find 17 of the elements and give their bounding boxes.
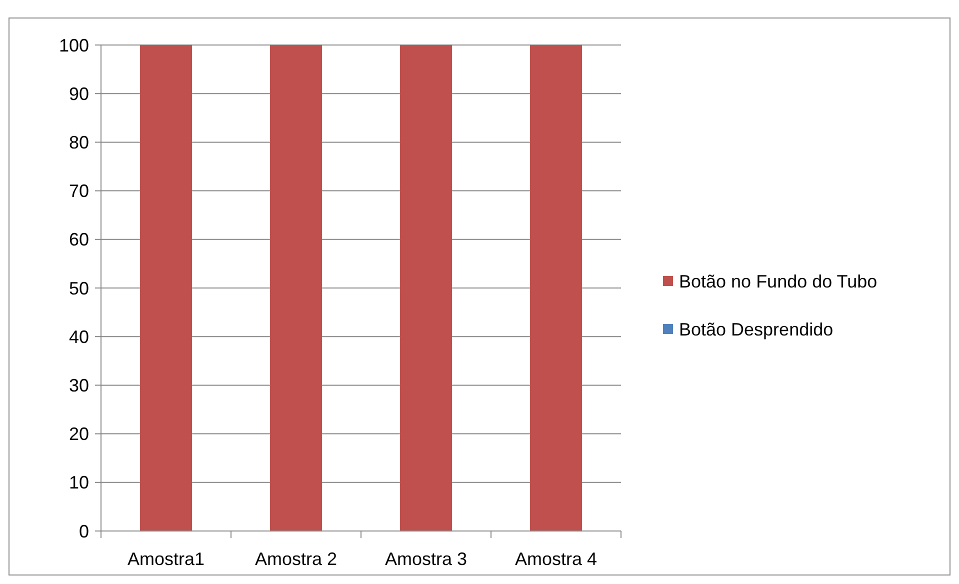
y-tick-label: 50 bbox=[68, 278, 89, 298]
x-tick-label: Amostra1 bbox=[127, 549, 205, 569]
y-tick-label: 30 bbox=[68, 376, 89, 396]
y-tick-label: 100 bbox=[58, 35, 89, 56]
legend-label: Botão no Fundo do Tubo bbox=[679, 271, 878, 292]
y-tick-label: 60 bbox=[68, 230, 89, 250]
y-tick-label: 10 bbox=[68, 472, 89, 493]
y-tick-label: 90 bbox=[68, 84, 89, 104]
y-tick-label: 70 bbox=[68, 181, 89, 202]
legend-label: Botão Desprendido bbox=[679, 319, 834, 340]
x-tick-label: Amostra 4 bbox=[514, 549, 598, 569]
x-tick-label: Amostra 2 bbox=[254, 549, 338, 569]
y-tick-label: 0 bbox=[78, 521, 89, 542]
y-tick-label: 80 bbox=[68, 132, 89, 152]
y-tick-label: 40 bbox=[68, 326, 89, 347]
x-tick-label: Amostra 3 bbox=[384, 549, 468, 569]
y-tick-label: 20 bbox=[68, 424, 89, 444]
